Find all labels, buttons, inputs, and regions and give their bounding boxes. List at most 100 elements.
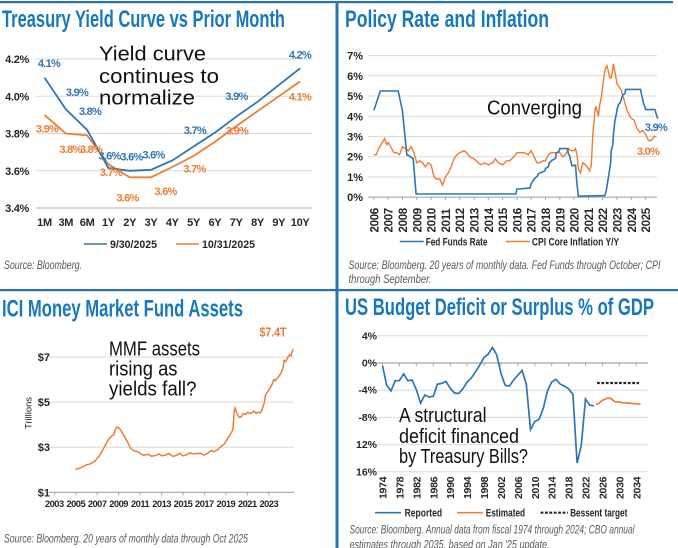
svg-text:2005: 2005 [66, 499, 85, 509]
svg-text:2015: 2015 [174, 499, 193, 509]
svg-text:-4%: -4% [358, 385, 377, 397]
svg-text:Source: Bloomberg. 20 years of: Source: Bloomberg. 20 years of monthly d… [4, 534, 248, 546]
svg-text:2Y: 2Y [123, 217, 137, 229]
svg-text:2019: 2019 [217, 499, 236, 509]
svg-text:3M: 3M [58, 217, 73, 229]
svg-text:Policy Rate and Inflation: Policy Rate and Inflation [345, 6, 549, 33]
svg-text:2022: 2022 [581, 476, 593, 499]
svg-text:3Y: 3Y [145, 217, 159, 229]
svg-text:2014: 2014 [484, 207, 496, 232]
svg-text:4Y: 4Y [166, 217, 180, 229]
svg-text:2002: 2002 [496, 476, 508, 499]
svg-text:1986: 1986 [428, 476, 440, 499]
svg-text:2011: 2011 [131, 499, 149, 509]
svg-text:10Y: 10Y [291, 217, 311, 229]
svg-text:6Y: 6Y [208, 217, 222, 229]
svg-text:2017: 2017 [527, 208, 539, 232]
svg-text:3.9%: 3.9% [225, 91, 248, 103]
svg-text:3.6%: 3.6% [120, 152, 143, 164]
svg-text:Treasury Yield Curve vs Prior: Treasury Yield Curve vs Prior Month [2, 6, 285, 33]
svg-text:2018: 2018 [541, 207, 553, 232]
svg-text:$1: $1 [38, 487, 50, 499]
svg-text:3.8%: 3.8% [5, 129, 29, 141]
svg-text:Source: Bloomberg. Annual data: Source: Bloomberg. Annual data from fisc… [350, 525, 635, 537]
svg-text:2026: 2026 [598, 476, 610, 499]
svg-text:3.7%: 3.7% [100, 167, 123, 179]
svg-text:2011: 2011 [441, 208, 453, 233]
svg-text:6%: 6% [347, 71, 363, 83]
svg-text:Estimated: Estimated [486, 508, 525, 520]
svg-text:1998: 1998 [479, 476, 491, 499]
svg-text:Yield curve: Yield curve [99, 44, 206, 66]
svg-text:$7: $7 [38, 352, 50, 364]
svg-text:2024: 2024 [627, 207, 639, 232]
svg-text:1Y: 1Y [102, 217, 116, 229]
svg-text:continues to: continues to [99, 66, 219, 88]
svg-text:normalize: normalize [99, 88, 195, 110]
svg-text:0%: 0% [347, 192, 363, 204]
svg-text:1%: 1% [347, 172, 363, 184]
svg-text:Source: Bloomberg.: Source: Bloomberg. [4, 260, 82, 272]
svg-text:2006: 2006 [513, 476, 525, 499]
svg-text:3.9%: 3.9% [226, 126, 249, 138]
svg-text:2017: 2017 [195, 499, 214, 509]
svg-text:2009: 2009 [412, 208, 424, 232]
svg-text:Source: Bloomberg. 20 years of: Source: Bloomberg. 20 years of monthly d… [349, 260, 662, 272]
svg-text:3.7%: 3.7% [184, 125, 207, 137]
svg-text:2021: 2021 [238, 499, 257, 509]
svg-text:3.9%: 3.9% [66, 87, 89, 99]
svg-text:3.8%: 3.8% [59, 144, 82, 156]
svg-text:$5: $5 [38, 397, 50, 409]
svg-text:7Y: 7Y [230, 217, 244, 229]
svg-text:ICI Money Market Fund Assets: ICI Money Market Fund Assets [2, 296, 243, 323]
svg-text:deficit financed: deficit financed [399, 426, 519, 448]
svg-text:3.9%: 3.9% [645, 122, 668, 134]
svg-text:2009: 2009 [109, 499, 128, 509]
svg-text:2021: 2021 [584, 207, 596, 232]
svg-text:MMF assets: MMF assets [109, 339, 200, 361]
svg-text:1974: 1974 [378, 476, 390, 499]
svg-text:2%: 2% [347, 152, 363, 164]
svg-text:through September.: through September. [349, 274, 432, 286]
svg-text:10/31/2025: 10/31/2025 [202, 239, 255, 251]
svg-text:CPI Core Inflation Y/Y: CPI Core Inflation Y/Y [532, 237, 620, 249]
svg-text:7%: 7% [347, 51, 363, 63]
svg-text:estimates through 2035, based: estimates through 2035, based on Jan '25… [350, 540, 550, 548]
svg-text:Converging: Converging [487, 98, 582, 120]
svg-text:0%: 0% [362, 358, 378, 370]
svg-text:3.6%: 3.6% [154, 186, 177, 198]
svg-text:2013: 2013 [470, 208, 482, 232]
svg-text:3.7%: 3.7% [183, 164, 206, 176]
svg-text:8Y: 8Y [251, 217, 265, 229]
svg-text:2030: 2030 [614, 476, 626, 499]
svg-text:4%: 4% [347, 111, 363, 123]
svg-text:2006: 2006 [369, 208, 381, 232]
svg-text:5%: 5% [347, 91, 363, 103]
svg-text:3.4%: 3.4% [5, 203, 29, 215]
svg-text:-8%: -8% [358, 412, 377, 424]
svg-text:5Y: 5Y [187, 217, 201, 229]
svg-text:2025: 2025 [641, 207, 653, 232]
svg-text:A structural: A structural [399, 405, 487, 427]
svg-text:Reported: Reported [405, 508, 443, 520]
svg-text:2019: 2019 [555, 208, 567, 232]
svg-text:9/30/2025: 9/30/2025 [110, 239, 157, 251]
svg-text:3%: 3% [347, 132, 363, 144]
svg-text:3.9%: 3.9% [36, 124, 59, 136]
svg-text:9Y: 9Y [272, 217, 286, 229]
svg-text:3.6%: 3.6% [116, 193, 139, 205]
svg-text:$3: $3 [38, 442, 50, 454]
svg-text:2014: 2014 [547, 476, 559, 499]
svg-text:1M: 1M [37, 217, 52, 229]
svg-text:4.2%: 4.2% [289, 50, 312, 62]
svg-text:1982: 1982 [411, 476, 423, 499]
svg-text:3.8%: 3.8% [80, 144, 103, 156]
svg-text:2016: 2016 [512, 208, 524, 232]
svg-text:2012: 2012 [455, 208, 467, 232]
svg-text:3.0%: 3.0% [637, 146, 660, 158]
svg-text:4.1%: 4.1% [289, 92, 312, 104]
svg-text:2010: 2010 [530, 476, 542, 499]
svg-text:2034: 2034 [631, 476, 643, 499]
svg-text:yields fall?: yields fall? [109, 379, 197, 401]
svg-text:12%: 12% [356, 439, 378, 451]
